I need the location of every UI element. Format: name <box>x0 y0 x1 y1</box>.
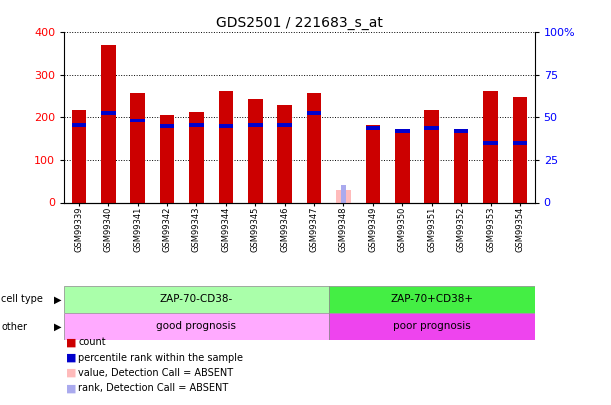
Bar <box>483 141 498 145</box>
Bar <box>64 286 329 313</box>
Bar <box>248 99 263 202</box>
Bar <box>130 93 145 202</box>
Bar <box>395 133 409 202</box>
Bar <box>159 115 174 202</box>
Text: value, Detection Call = ABSENT: value, Detection Call = ABSENT <box>78 368 233 378</box>
Text: good prognosis: good prognosis <box>156 321 236 331</box>
Text: rank, Detection Call = ABSENT: rank, Detection Call = ABSENT <box>78 384 229 393</box>
Bar <box>336 190 351 202</box>
Bar <box>130 119 145 122</box>
Text: ▶: ▶ <box>54 294 61 304</box>
Bar <box>425 126 439 130</box>
Bar <box>219 124 233 128</box>
Text: ■: ■ <box>66 384 76 393</box>
Bar <box>101 111 115 115</box>
Text: count: count <box>78 337 106 347</box>
Text: poor prognosis: poor prognosis <box>393 321 470 331</box>
Bar <box>277 124 292 127</box>
Bar <box>395 129 409 133</box>
Bar <box>365 125 380 202</box>
Bar <box>329 286 535 313</box>
Text: ZAP-70+CD38+: ZAP-70+CD38+ <box>390 294 473 304</box>
Text: ▶: ▶ <box>54 322 61 332</box>
Bar <box>329 313 535 339</box>
Bar <box>365 126 380 130</box>
Text: ZAP-70-CD38-: ZAP-70-CD38- <box>160 294 233 304</box>
Text: percentile rank within the sample: percentile rank within the sample <box>78 353 243 362</box>
Text: other: other <box>1 322 27 332</box>
Text: cell type: cell type <box>1 294 43 304</box>
Bar <box>307 93 321 202</box>
Bar <box>189 124 204 127</box>
Bar <box>307 111 321 115</box>
Bar <box>277 104 292 202</box>
Text: ■: ■ <box>66 368 76 378</box>
Title: GDS2501 / 221683_s_at: GDS2501 / 221683_s_at <box>216 16 383 30</box>
Bar <box>340 185 346 202</box>
Bar <box>454 129 469 133</box>
Bar <box>425 110 439 202</box>
Bar <box>219 91 233 202</box>
Bar <box>483 91 498 202</box>
Bar <box>101 45 115 202</box>
Bar <box>159 124 174 128</box>
Bar <box>513 98 527 202</box>
Bar <box>248 124 263 127</box>
Bar <box>513 141 527 145</box>
Text: ■: ■ <box>66 353 76 362</box>
Bar <box>71 124 86 127</box>
Bar <box>64 313 329 339</box>
Bar <box>454 131 469 202</box>
Text: ■: ■ <box>66 337 76 347</box>
Bar <box>189 112 204 202</box>
Bar <box>71 110 86 202</box>
